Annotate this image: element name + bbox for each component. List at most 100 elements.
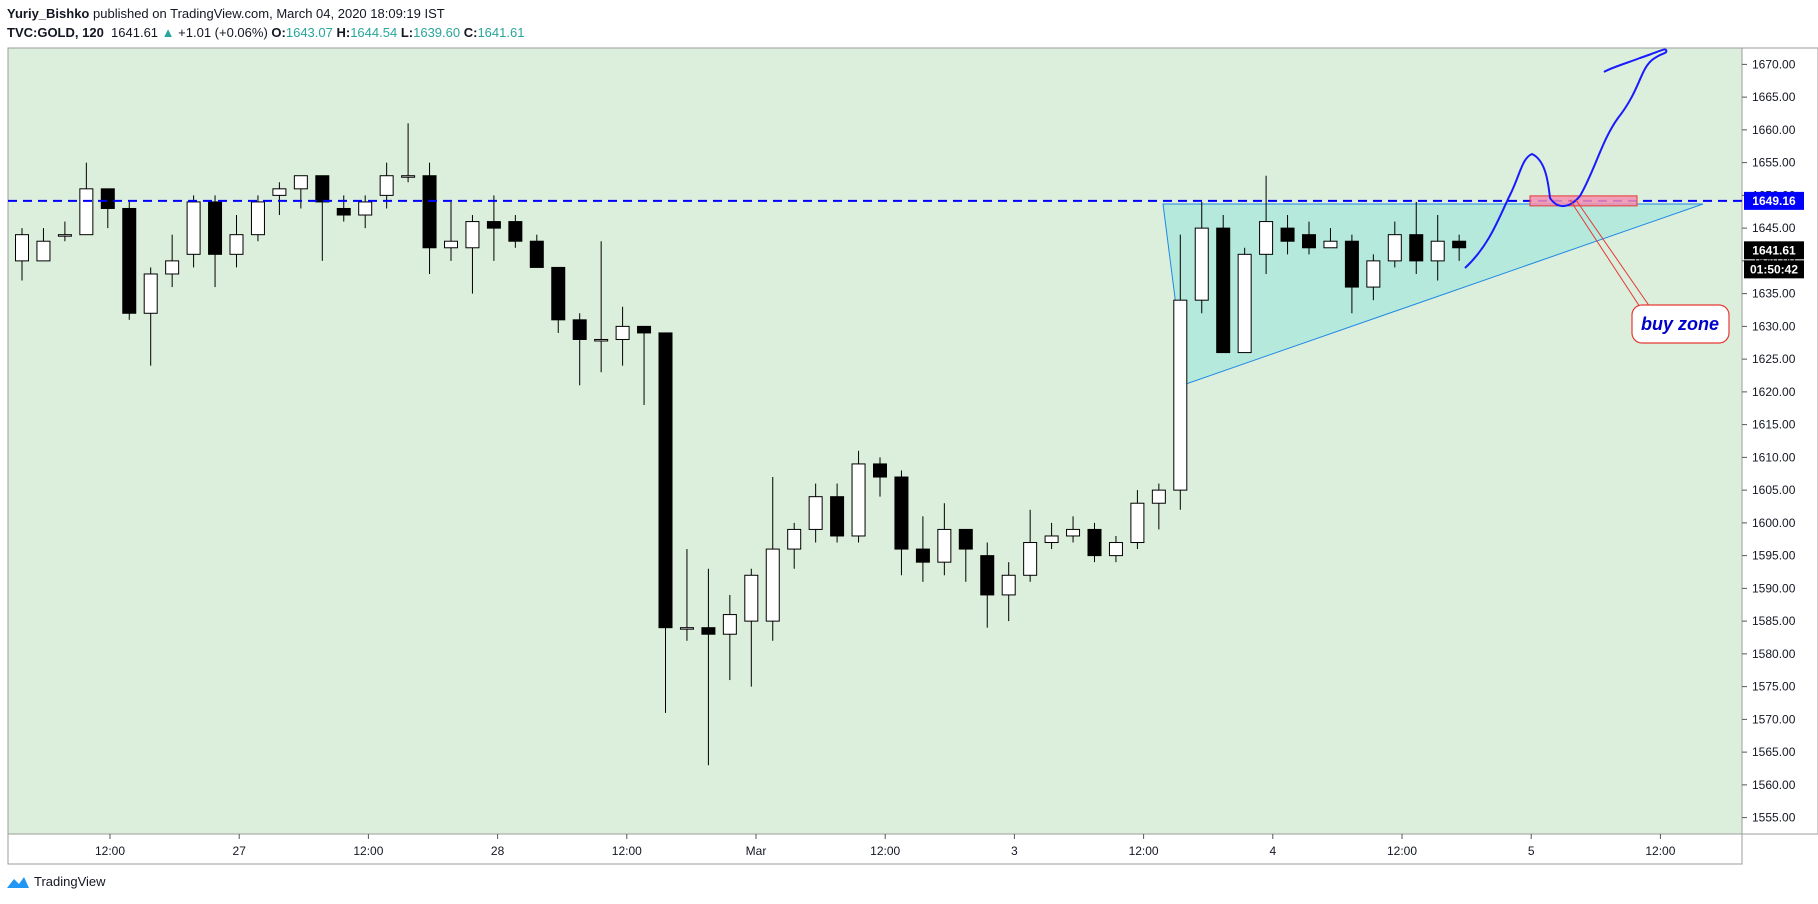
tradingview-footer[interactable]: TradingView xyxy=(6,874,106,889)
candle-bearish[interactable] xyxy=(486,221,501,229)
candle-bullish[interactable] xyxy=(250,201,265,236)
symbol-label: TVC:GOLD, 120 xyxy=(7,25,104,40)
candle-bearish[interactable] xyxy=(1344,240,1359,288)
candle-bearish[interactable] xyxy=(315,175,330,203)
price-tick-label: 1605.00 xyxy=(1752,483,1796,497)
candle-bearish[interactable] xyxy=(551,266,566,321)
price-change: +1.01 (+0.06%) xyxy=(178,25,268,40)
time-tick-label: 27 xyxy=(233,844,247,858)
candle-bullish[interactable] xyxy=(379,175,394,196)
candle-bearish[interactable] xyxy=(1409,234,1424,262)
resistance-price-tag xyxy=(1744,191,1804,210)
candle-bearish[interactable] xyxy=(1087,528,1102,557)
candle-bullish[interactable] xyxy=(358,201,373,216)
price-tick-label: 1645.00 xyxy=(1752,221,1796,235)
candle-bullish[interactable] xyxy=(1194,227,1209,301)
candle-bullish[interactable] xyxy=(1237,253,1252,354)
ohlc-legend: TVC:GOLD, 120 1641.61 ▲ +1.01 (+0.06%) O… xyxy=(7,25,524,40)
price-tick-label: 1600.00 xyxy=(1752,516,1796,530)
candle-bullish[interactable] xyxy=(615,325,630,340)
candle-bearish[interactable] xyxy=(1280,227,1295,242)
candle-bullish[interactable] xyxy=(1366,260,1381,288)
candle-bullish[interactable] xyxy=(1430,240,1445,262)
close-value: 1641.61 xyxy=(477,25,525,40)
time-tick-label: 28 xyxy=(491,844,505,858)
candle-bullish[interactable] xyxy=(1001,574,1016,596)
candle-bearish[interactable] xyxy=(508,221,523,242)
high-label: H: xyxy=(336,25,351,40)
candle-bullish[interactable] xyxy=(444,240,458,249)
high-value: 1644.54 xyxy=(350,25,398,40)
candle-bullish[interactable] xyxy=(1066,528,1081,537)
projection-path[interactable] xyxy=(1464,48,1668,269)
price-axis[interactable] xyxy=(1741,47,1818,835)
triangle-pattern[interactable] xyxy=(1162,203,1704,385)
candle-bearish[interactable] xyxy=(529,240,544,268)
candle-bullish[interactable] xyxy=(1130,502,1145,544)
price-tick-label: 1560.00 xyxy=(1752,778,1796,792)
time-tick-label: 12:00 xyxy=(1129,844,1159,858)
candle-bullish[interactable] xyxy=(401,175,416,178)
candle-bullish[interactable] xyxy=(1044,535,1059,544)
buy-zone-rectangle[interactable] xyxy=(1529,195,1638,207)
candle-bullish[interactable] xyxy=(594,338,609,342)
candle-bullish[interactable] xyxy=(1259,221,1274,255)
candle-bullish[interactable] xyxy=(787,528,802,550)
candle-bearish[interactable] xyxy=(1302,234,1316,249)
candle-bearish[interactable] xyxy=(572,319,587,340)
price-tick-label: 1615.00 xyxy=(1752,418,1796,432)
candle-bearish[interactable] xyxy=(336,207,351,216)
last-price-tag xyxy=(1744,241,1804,260)
candle-bullish[interactable] xyxy=(1108,542,1123,557)
candle-bearish[interactable] xyxy=(100,188,115,209)
candle-bearish[interactable] xyxy=(980,555,995,596)
candle-bearish[interactable] xyxy=(208,201,223,255)
candle-bearish[interactable] xyxy=(701,627,716,635)
candle-bullish[interactable] xyxy=(1173,299,1188,491)
candle-bullish[interactable] xyxy=(1151,489,1166,504)
candle-bearish[interactable] xyxy=(422,175,437,249)
candle-bullish[interactable] xyxy=(808,496,823,530)
countdown-label: 01:50:42 xyxy=(1750,262,1798,276)
candle-bullish[interactable] xyxy=(851,463,866,537)
candle-bullish[interactable] xyxy=(465,221,480,249)
candle-bullish[interactable] xyxy=(765,548,780,622)
candle-bearish[interactable] xyxy=(958,528,973,550)
candle-bullish[interactable] xyxy=(1387,234,1402,262)
candle-bullish[interactable] xyxy=(1323,240,1338,249)
candle-bearish[interactable] xyxy=(830,496,845,537)
candle-bullish[interactable] xyxy=(15,234,29,262)
price-tick-label: 1620.00 xyxy=(1752,385,1796,399)
candle-bullish[interactable] xyxy=(293,175,308,190)
up-triangle-icon: ▲ xyxy=(161,25,175,40)
candle-bullish[interactable] xyxy=(744,574,759,622)
candle-bearish[interactable] xyxy=(873,463,887,478)
candle-bullish[interactable] xyxy=(165,260,180,275)
candle-bullish[interactable] xyxy=(186,201,201,255)
candle-bullish[interactable] xyxy=(57,234,72,237)
candle-bullish[interactable] xyxy=(272,188,287,196)
candle-bullish[interactable] xyxy=(937,528,952,563)
close-label: C: xyxy=(463,25,478,40)
candle-bullish[interactable] xyxy=(1023,542,1038,576)
time-axis[interactable] xyxy=(7,833,1743,865)
candle-bearish[interactable] xyxy=(1216,227,1231,354)
candle-bearish[interactable] xyxy=(658,332,673,629)
publish-info: Yuriy_Bishko published on TradingView.co… xyxy=(7,6,445,21)
price-tick-label: 1670.00 xyxy=(1752,57,1796,71)
candle-bearish[interactable] xyxy=(1452,240,1467,249)
candle-bullish[interactable] xyxy=(229,234,244,255)
candle-bullish[interactable] xyxy=(36,240,51,262)
buy-zone-label-box[interactable] xyxy=(1631,304,1730,344)
candle-bullish[interactable] xyxy=(79,188,94,236)
candle-bullish[interactable] xyxy=(143,273,158,314)
candle-bearish[interactable] xyxy=(915,548,930,563)
time-tick-label: 3 xyxy=(1011,844,1018,858)
candle-bearish[interactable] xyxy=(894,476,909,550)
candle-bearish[interactable] xyxy=(122,207,137,314)
candle-bearish[interactable] xyxy=(637,325,652,334)
candle-bullish[interactable] xyxy=(679,627,694,630)
candle-bullish[interactable] xyxy=(722,614,737,635)
author-name[interactable]: Yuriy_Bishko xyxy=(7,6,90,21)
